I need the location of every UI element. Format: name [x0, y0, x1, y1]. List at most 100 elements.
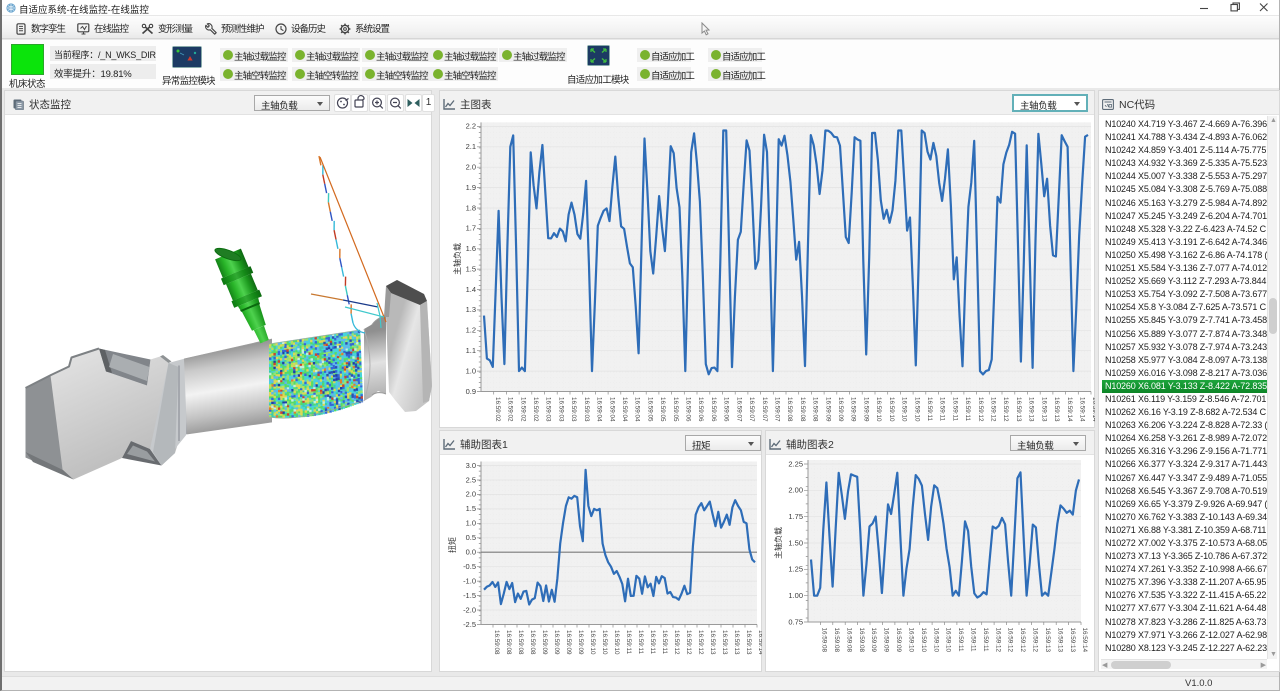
svg-text:1.00: 1.00: [788, 591, 803, 600]
svg-text:1.7: 1.7: [466, 224, 476, 233]
svg-text:16:59:08: 16:59:08: [833, 628, 840, 653]
svg-text:16:59:02: 16:59:02: [519, 397, 526, 422]
svg-text:0.9: 0.9: [466, 387, 476, 396]
svg-text:0.75: 0.75: [788, 617, 803, 626]
svg-text:16:59:07: 16:59:07: [761, 397, 768, 422]
svg-text:1.9: 1.9: [466, 183, 476, 192]
svg-text:1.0: 1.0: [466, 366, 476, 375]
svg-text:16:59:10: 16:59:10: [913, 397, 920, 422]
svg-text:16:59:13: 16:59:13: [1040, 397, 1047, 422]
svg-text:16:59:11: 16:59:11: [957, 628, 964, 653]
svg-text:16:59:04: 16:59:04: [621, 397, 628, 422]
svg-text:16:59:03: 16:59:03: [545, 397, 552, 422]
svg-text:16:59:06: 16:59:06: [723, 397, 730, 422]
svg-text:16:59:10: 16:59:10: [613, 630, 620, 655]
svg-text:2.1: 2.1: [466, 142, 476, 151]
svg-text:16:59:13: 16:59:13: [721, 630, 728, 655]
svg-text:16:59:11: 16:59:11: [637, 630, 644, 655]
svg-text:16:59:13: 16:59:13: [1015, 397, 1022, 422]
svg-text:2.5: 2.5: [466, 475, 476, 484]
svg-text:1.5: 1.5: [466, 504, 476, 513]
svg-text:-0.5: -0.5: [463, 562, 476, 571]
svg-text:16:59:10: 16:59:10: [908, 628, 915, 653]
svg-text:扭矩: 扭矩: [447, 537, 457, 553]
svg-text:16:59:04: 16:59:04: [596, 397, 603, 422]
svg-text:16:59:11: 16:59:11: [951, 397, 958, 422]
svg-text:16:59:09: 16:59:09: [541, 630, 548, 655]
svg-text:16:59:04: 16:59:04: [634, 397, 641, 422]
svg-text:16:59:08: 16:59:08: [812, 397, 819, 422]
svg-text:16:59:12: 16:59:12: [1032, 628, 1039, 653]
svg-text:16:59:08: 16:59:08: [786, 397, 793, 422]
svg-text:16:59:11: 16:59:11: [964, 397, 971, 422]
svg-text:1.0: 1.0: [466, 519, 476, 528]
svg-text:-1.5: -1.5: [463, 591, 476, 600]
svg-text:16:59:05: 16:59:05: [659, 397, 666, 422]
svg-text:16:59:10: 16:59:10: [932, 628, 939, 653]
svg-text:16:59:11: 16:59:11: [939, 397, 946, 422]
svg-text:16:59:05: 16:59:05: [646, 397, 653, 422]
svg-text:16:59:09: 16:59:09: [553, 630, 560, 655]
svg-text:16:59:02: 16:59:02: [532, 397, 539, 422]
svg-text:16:59:14: 16:59:14: [1081, 628, 1088, 653]
svg-text:16:59:11: 16:59:11: [649, 630, 656, 655]
svg-text:16:59:09: 16:59:09: [863, 397, 870, 422]
svg-text:16:59:12: 16:59:12: [994, 628, 1001, 653]
svg-text:16:59:14: 16:59:14: [1066, 397, 1073, 422]
svg-text:16:59:09: 16:59:09: [870, 628, 877, 653]
svg-text:16:59:14: 16:59:14: [757, 630, 762, 655]
svg-text:16:59:14: 16:59:14: [1091, 397, 1095, 422]
svg-text:16:59:12: 16:59:12: [990, 397, 997, 422]
svg-text:16:59:12: 16:59:12: [697, 630, 704, 655]
svg-text:16:59:09: 16:59:09: [577, 630, 584, 655]
svg-text:16:59:08: 16:59:08: [799, 397, 806, 422]
svg-text:16:59:08: 16:59:08: [505, 630, 512, 655]
svg-text:16:59:11: 16:59:11: [970, 628, 977, 653]
svg-text:16:59:13: 16:59:13: [1053, 397, 1060, 422]
svg-text:16:59:13: 16:59:13: [1044, 628, 1051, 653]
svg-text:16:59:04: 16:59:04: [608, 397, 615, 422]
svg-text:16:59:13: 16:59:13: [1028, 397, 1035, 422]
svg-text:16:59:12: 16:59:12: [1002, 397, 1009, 422]
svg-text:1.75: 1.75: [788, 512, 803, 521]
svg-text:16:59:07: 16:59:07: [774, 397, 781, 422]
svg-text:16:59:03: 16:59:03: [583, 397, 590, 422]
svg-text:16:59:12: 16:59:12: [1019, 628, 1026, 653]
svg-text:-2.0: -2.0: [463, 605, 476, 614]
svg-text:16:59:09: 16:59:09: [837, 397, 844, 422]
svg-text:16:59:12: 16:59:12: [685, 630, 692, 655]
svg-text:16:59:10: 16:59:10: [901, 397, 908, 422]
svg-text:16:59:09: 16:59:09: [895, 628, 902, 653]
svg-text:16:59:12: 16:59:12: [977, 397, 984, 422]
svg-text:16:59:11: 16:59:11: [926, 397, 933, 422]
svg-text:16:59:06: 16:59:06: [685, 397, 692, 422]
svg-text:16:59:14: 16:59:14: [1079, 397, 1086, 422]
svg-text:16:59:10: 16:59:10: [589, 630, 596, 655]
svg-text:1.6: 1.6: [466, 244, 476, 253]
svg-text:16:59:10: 16:59:10: [888, 397, 895, 422]
svg-text:16:59:07: 16:59:07: [735, 397, 742, 422]
svg-text:16:59:12: 16:59:12: [673, 630, 680, 655]
svg-text:3.0: 3.0: [466, 461, 476, 470]
svg-text:16:59:10: 16:59:10: [945, 628, 952, 653]
svg-text:16:59:06: 16:59:06: [710, 397, 717, 422]
svg-text:主轴负载: 主轴负载: [773, 527, 783, 559]
svg-text:16:59:10: 16:59:10: [875, 397, 882, 422]
svg-text:0.5: 0.5: [466, 533, 476, 542]
svg-text:2.0: 2.0: [466, 490, 476, 499]
svg-text:-2.5: -2.5: [463, 620, 476, 629]
svg-text:16:59:02: 16:59:02: [494, 397, 501, 422]
svg-text:16:59:08: 16:59:08: [517, 630, 524, 655]
svg-text:16:59:09: 16:59:09: [824, 397, 831, 422]
svg-text:16:59:11: 16:59:11: [625, 630, 632, 655]
svg-text:2.0: 2.0: [466, 163, 476, 172]
svg-text:16:59:03: 16:59:03: [570, 397, 577, 422]
svg-text:16:59:10: 16:59:10: [601, 630, 608, 655]
svg-text:16:59:06: 16:59:06: [697, 397, 704, 422]
svg-text:16:59:09: 16:59:09: [565, 630, 572, 655]
svg-text:1.1: 1.1: [466, 346, 476, 355]
svg-text:16:59:10: 16:59:10: [920, 628, 927, 653]
svg-text:16:59:13: 16:59:13: [1056, 628, 1063, 653]
svg-text:16:59:11: 16:59:11: [982, 628, 989, 653]
svg-text:16:59:13: 16:59:13: [709, 630, 716, 655]
